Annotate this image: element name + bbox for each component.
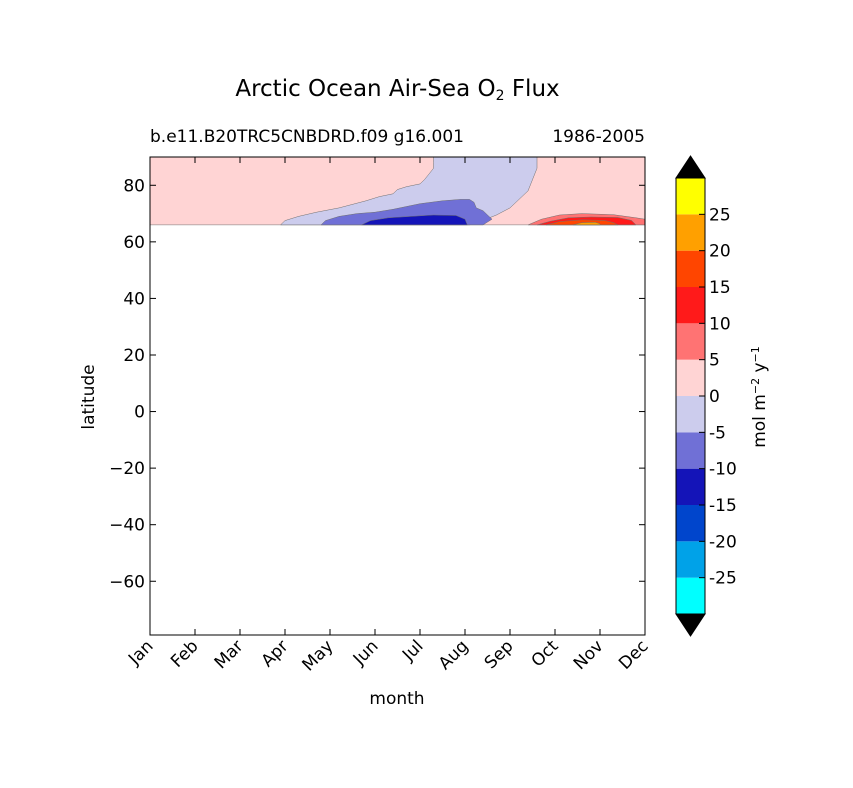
x-tick-label: Sep	[481, 636, 518, 673]
colorbar-extend-min	[675, 613, 706, 637]
contour-region-7	[572, 222, 601, 226]
colorbar-tick-label: 0	[709, 387, 720, 407]
x-axis-label: month	[369, 689, 424, 709]
y-tick-label: −60	[109, 572, 145, 592]
colorbar-label-time: y	[750, 362, 770, 373]
y-tick-label: −40	[109, 516, 145, 536]
colorbar-tick-label: 25	[709, 205, 731, 225]
x-tick-label: Mar	[211, 636, 248, 673]
colorbar-tick-label: 10	[709, 314, 731, 334]
plot-frame	[149, 156, 646, 636]
x-tick-label: Jan	[124, 636, 157, 669]
colorbar-swatch	[676, 396, 705, 433]
colorbar-label-exp1: −2	[749, 377, 762, 395]
colorbar-tick-label: -15	[709, 496, 737, 516]
colorbar-tick-label: 5	[709, 351, 720, 371]
chart-title-suffix: Flux	[511, 76, 560, 102]
colorbar-swatch	[676, 178, 705, 215]
x-tick-label: May	[299, 636, 338, 675]
x-tick-label: Feb	[167, 636, 202, 671]
y-tick-label: 20	[123, 346, 145, 366]
colorbar-label: mol m−2 y−1	[749, 346, 770, 448]
x-tick-label: Nov	[570, 636, 608, 674]
y-tick-label: −20	[109, 459, 145, 479]
x-tick-label: Jun	[349, 636, 383, 670]
x-tick-label: Dec	[615, 636, 652, 673]
colorbar-swatch	[676, 577, 705, 614]
colorbar-swatch	[676, 432, 705, 469]
subtitle-run-name: b.e11.B20TRC5CNBDRD.f09 g16.001	[150, 127, 464, 147]
subtitle-years: 1986-2005	[552, 127, 645, 147]
x-tick-label: Oct	[528, 636, 563, 671]
colorbar-extend-max	[675, 155, 706, 179]
colorbar-label-exp2: −1	[749, 346, 762, 363]
y-tick-label: 0	[134, 403, 145, 423]
contour-layer	[150, 157, 645, 226]
colorbar-swatch	[676, 359, 705, 396]
colorbar-swatch	[676, 250, 705, 287]
y-tick-label: 80	[123, 176, 145, 196]
colorbar-tick-label: -20	[709, 532, 737, 552]
colorbar-tick-label: 20	[709, 242, 731, 262]
colorbar-tick-label: 15	[709, 278, 731, 298]
y-tick-label: 40	[123, 289, 145, 309]
colorbar-tick-label: -10	[709, 460, 737, 480]
colorbar-swatch	[676, 323, 705, 360]
colorbar: -25 -20 -15 -10 -5 0 5 10 15 20 25	[675, 155, 737, 637]
colorbar-swatch	[676, 505, 705, 542]
colorbar-label-unit: mol m	[750, 394, 770, 448]
chart-title-subscript: 2	[495, 88, 505, 104]
chart-title-text: Arctic Ocean Air-Sea O	[235, 76, 496, 102]
colorbar-swatch	[676, 541, 705, 578]
x-tick-label: Aug	[435, 636, 473, 674]
y-tick-label: 60	[123, 233, 145, 253]
colorbar-tick-label: -25	[709, 569, 737, 589]
colorbar-tick-label: -5	[709, 423, 726, 443]
colorbar-swatch	[676, 287, 705, 324]
x-tick-label: Apr	[258, 636, 293, 671]
chart-title: Arctic Ocean Air-Sea O2 Flux	[150, 76, 645, 104]
x-tick-label: Jul	[398, 636, 427, 665]
colorbar-swatch	[676, 214, 705, 251]
x-axis: Jan Feb Mar Apr May Jun Jul Aug Sep Oct Nov Dec	[124, 157, 653, 675]
y-axis-label: latitude	[79, 364, 99, 429]
contour-region-3	[361, 214, 468, 226]
colorbar-swatch	[676, 468, 705, 505]
y-axis: −60 −40 −20 0 20 40 60 80	[109, 176, 645, 592]
